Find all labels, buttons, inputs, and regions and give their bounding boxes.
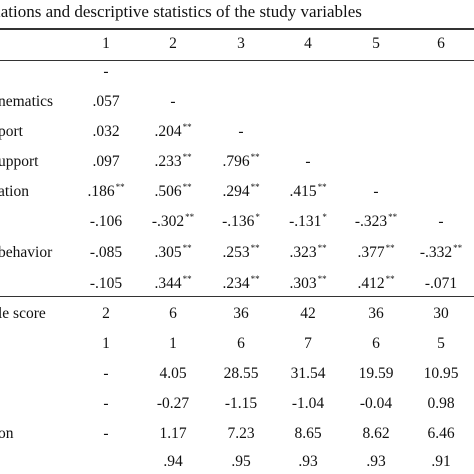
table-cell: 7.23 xyxy=(227,425,255,442)
table-cell: .294** xyxy=(222,182,260,201)
table-cell: 42 xyxy=(300,305,316,322)
table-cell: .91 xyxy=(431,453,451,470)
row-label: port xyxy=(0,123,23,140)
table-cell: 6 xyxy=(169,305,177,322)
row-label: nematics xyxy=(0,93,54,110)
table-cell: 4.05 xyxy=(159,365,187,382)
table-cell: .323** xyxy=(289,243,327,262)
table-cell: -.332** xyxy=(419,243,463,262)
table-cell: 10.95 xyxy=(423,365,459,382)
table-cell: .186** xyxy=(87,182,125,201)
table-cell: - xyxy=(170,93,176,110)
table-cell: .93 xyxy=(366,453,386,470)
table-top-rule xyxy=(0,28,474,30)
table-cell: -.131* xyxy=(289,212,327,231)
section-divider-rule xyxy=(0,296,474,297)
table-cell: .234** xyxy=(222,274,260,293)
table-cell: .057 xyxy=(92,93,120,110)
table-cell: -0.04 xyxy=(359,395,393,412)
table-cell: 30 xyxy=(433,305,449,322)
table-cell: 1.17 xyxy=(159,425,187,442)
table-cell: 36 xyxy=(233,305,249,322)
table-cell: .412** xyxy=(357,274,395,293)
row-label: upport xyxy=(0,153,39,170)
table-cell: - xyxy=(103,365,109,382)
table-cell: .93 xyxy=(298,453,318,470)
table-cell: 6 xyxy=(237,335,245,352)
table-cell: .204** xyxy=(154,122,192,141)
table-cell: -.105 xyxy=(89,275,123,292)
table-cell: .796** xyxy=(222,152,260,171)
table-cell: 8.62 xyxy=(362,425,390,442)
table-cell: 6 xyxy=(372,335,380,352)
table-cell: 1 xyxy=(169,335,177,352)
table-cell: 1 xyxy=(102,335,110,352)
table-cell: -1.15 xyxy=(224,395,258,412)
table-cell: 0.98 xyxy=(427,395,455,412)
column-header: 5 xyxy=(372,35,380,52)
table-cell: - xyxy=(305,153,311,170)
table-cell: -.085 xyxy=(89,244,123,261)
table-cell: .253** xyxy=(222,243,260,262)
table-cell: 2 xyxy=(102,305,110,322)
table-cell: -1.04 xyxy=(291,395,325,412)
table-cell: .305** xyxy=(154,243,192,262)
table-cell: .097 xyxy=(92,153,120,170)
row-label: ation xyxy=(0,183,29,200)
table-cell: - xyxy=(103,395,109,412)
table-cell: - xyxy=(103,63,109,80)
table-cell: .506** xyxy=(154,182,192,201)
table-cell: 8.65 xyxy=(294,425,322,442)
table-cell: 36 xyxy=(368,305,384,322)
table-cell: .344** xyxy=(154,274,192,293)
table-cell: 5 xyxy=(437,335,445,352)
table-cell: .303** xyxy=(289,274,327,293)
table-cell: -.071 xyxy=(424,275,458,292)
table-cell: - xyxy=(373,183,379,200)
table-cell: -.106 xyxy=(89,213,123,230)
table-cell: - xyxy=(438,213,444,230)
table-cell: .032 xyxy=(92,123,120,140)
table-cell: 31.54 xyxy=(290,365,326,382)
table-cell: -.136* xyxy=(222,212,260,231)
row-label: le score xyxy=(0,305,46,322)
header-rule xyxy=(0,60,474,61)
table-cell: - xyxy=(238,123,244,140)
table-cell: .233** xyxy=(154,152,192,171)
column-header: 2 xyxy=(169,35,177,52)
table-cell: 7 xyxy=(304,335,312,352)
table-cell: - xyxy=(103,425,109,442)
table-caption: lations and descriptive statistics of th… xyxy=(0,2,362,21)
column-header: 4 xyxy=(304,35,312,52)
table-cell: 19.59 xyxy=(358,365,394,382)
row-label: behavior xyxy=(0,244,53,261)
column-header: 3 xyxy=(237,35,245,52)
table-cell: .377** xyxy=(357,243,395,262)
table-cell: .94 xyxy=(163,453,183,470)
column-header: 1 xyxy=(102,35,110,52)
table-cell: .415** xyxy=(289,182,327,201)
row-label: on xyxy=(0,425,14,442)
column-header: 6 xyxy=(437,35,445,52)
table-cell: .95 xyxy=(231,453,251,470)
table-cell: -0.27 xyxy=(156,395,190,412)
table-cell: 28.55 xyxy=(223,365,259,382)
table-cell: -.302** xyxy=(151,212,195,231)
table-cell: -.323** xyxy=(354,212,398,231)
table-cell: 6.46 xyxy=(427,425,455,442)
